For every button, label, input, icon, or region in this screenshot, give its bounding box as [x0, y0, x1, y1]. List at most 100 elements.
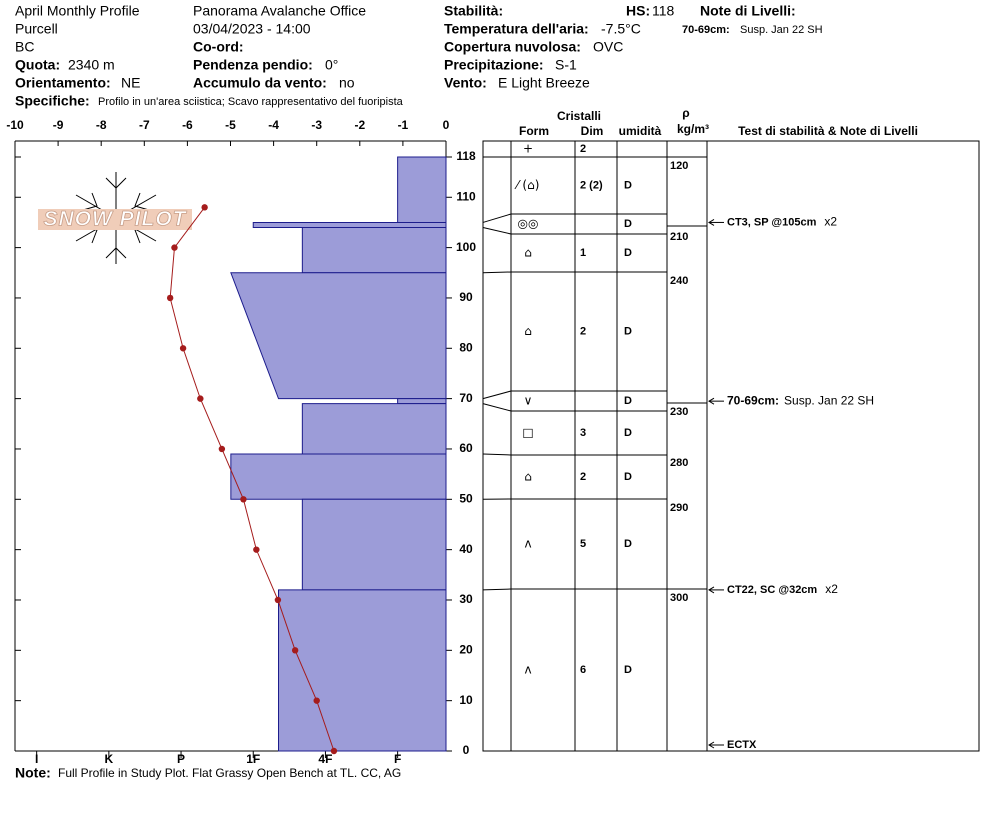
- hardness-layer: [230, 272, 447, 400]
- layer-connector: [482, 390, 512, 400]
- note-text: Full Profile in Study Plot. Flat Grassy …: [58, 766, 401, 780]
- temperature-point: [291, 647, 299, 654]
- table-header: ρ: [682, 106, 689, 120]
- test-arrow-head: [708, 741, 715, 749]
- density: 300: [670, 592, 688, 604]
- field-label: Specifiche:: [15, 93, 90, 109]
- temperature-point: [313, 697, 320, 704]
- crystal-form: ∨: [524, 394, 533, 408]
- moisture: D: [624, 471, 632, 483]
- test-text: Susp. Jan 22 SH: [784, 393, 874, 407]
- layer-connector: [482, 453, 512, 456]
- hardness-tick-label: I: [35, 752, 38, 766]
- table-header: kg/m³: [677, 122, 709, 136]
- layer-note-label: 70-69cm:: [682, 24, 730, 36]
- layer-note-value: Susp. Jan 22 SH: [740, 24, 823, 36]
- datetime: 03/04/2023 - 14:00: [193, 21, 311, 37]
- crystal-size: 2: [580, 471, 586, 483]
- logo-band: [38, 209, 192, 230]
- crystal-size: 2: [580, 143, 586, 155]
- y-tick-label: 60: [459, 441, 473, 455]
- field-value: 0°: [325, 57, 338, 73]
- field-value: S-1: [555, 57, 577, 73]
- layer-connector: [482, 588, 512, 591]
- field-value: Profilo in un'area sciistica; Scavo rapp…: [98, 96, 404, 108]
- crystal-size: 1: [580, 247, 586, 259]
- crystal-size: 3: [580, 427, 586, 439]
- field-label: Note di Livelli:: [700, 3, 796, 19]
- hardness-tick-label: P: [177, 752, 185, 766]
- crystal-size: 5: [580, 538, 586, 550]
- y-tick-label: 0: [463, 743, 470, 757]
- test-arrow-head: [708, 397, 715, 405]
- hardness-tick-label: K: [105, 752, 114, 766]
- moisture: D: [624, 538, 632, 550]
- field-label: Co-ord:: [193, 39, 244, 55]
- moisture: D: [624, 427, 632, 439]
- table-header: Test di stabilità & Note di Livelli: [738, 124, 918, 138]
- test-text: ECTX: [727, 739, 757, 751]
- field-label: HS:: [626, 3, 650, 19]
- hardness-layer: [301, 498, 447, 591]
- crystal-form: ⁄ (⌂): [514, 178, 540, 192]
- x-tick-label: 0: [443, 118, 450, 132]
- hardness-layer: [252, 221, 447, 228]
- table-header: Dim: [581, 124, 604, 138]
- density: 290: [670, 502, 688, 514]
- test-arrow-head: [708, 219, 715, 226]
- field-label: Vento:: [444, 75, 487, 91]
- note-label: Note:: [15, 765, 51, 781]
- crystal-size: 6: [580, 664, 586, 676]
- x-tick-label: -2: [354, 118, 365, 132]
- test-label: 70-69cm:: [727, 393, 779, 407]
- table-header: umidità: [619, 124, 662, 138]
- y-tick-label: 90: [459, 290, 473, 304]
- field-label: Accumulo da vento:: [193, 75, 327, 91]
- crystal-form: □: [522, 426, 533, 440]
- crystal-form: ◎◎: [518, 217, 539, 231]
- field-value: 2340 m: [68, 57, 115, 73]
- x-tick-label: -8: [96, 118, 107, 132]
- layer-connector: [482, 403, 512, 412]
- crystal-form: ʌ: [524, 663, 531, 677]
- temperature-line: [169, 207, 335, 752]
- field-label: Precipitazione:: [444, 57, 544, 73]
- x-tick-label: -3: [311, 118, 322, 132]
- state: BC: [15, 39, 34, 55]
- density: 240: [670, 275, 688, 287]
- hardness-tick-label: 4F: [318, 752, 332, 766]
- field-label: Quota:: [15, 57, 60, 73]
- x-tick-label: -9: [53, 118, 64, 132]
- temperature-point: [197, 395, 204, 402]
- moisture: D: [624, 395, 632, 407]
- y-tick-label: 118: [456, 149, 476, 163]
- hardness-layer: [397, 156, 447, 223]
- crystal-form: ⌂: [524, 324, 532, 338]
- temperature-point: [240, 496, 247, 503]
- hardness-tick-label: F: [394, 752, 401, 766]
- moisture: D: [624, 218, 632, 230]
- density: 210: [670, 231, 688, 243]
- y-tick-label: 80: [459, 340, 473, 354]
- density: 280: [670, 457, 688, 469]
- logo-text: SNOW PILOT: [44, 208, 188, 231]
- crystal-form: ʌ: [524, 537, 531, 551]
- hardness-layer: [397, 398, 447, 405]
- test-count: x2: [824, 215, 837, 229]
- temperature-point: [330, 747, 338, 755]
- temperature-point: [253, 546, 260, 553]
- field-label: Temperatura dell'aria:: [444, 21, 589, 37]
- moisture: D: [624, 179, 632, 191]
- density: 120: [670, 160, 688, 172]
- test-arrow-head: [708, 586, 715, 594]
- x-tick-label: -7: [139, 118, 150, 132]
- title: April Monthly Profile: [15, 3, 140, 19]
- temperature-point: [171, 244, 178, 251]
- x-tick-label: -6: [182, 118, 193, 132]
- x-tick-label: -1: [398, 118, 409, 132]
- crystal-form: +: [523, 142, 533, 156]
- test-text: CT3, SP @105cm: [727, 216, 817, 228]
- field-value: OVC: [593, 39, 623, 55]
- field-label: Stabilità:: [444, 3, 503, 19]
- layer-connector: [482, 213, 512, 223]
